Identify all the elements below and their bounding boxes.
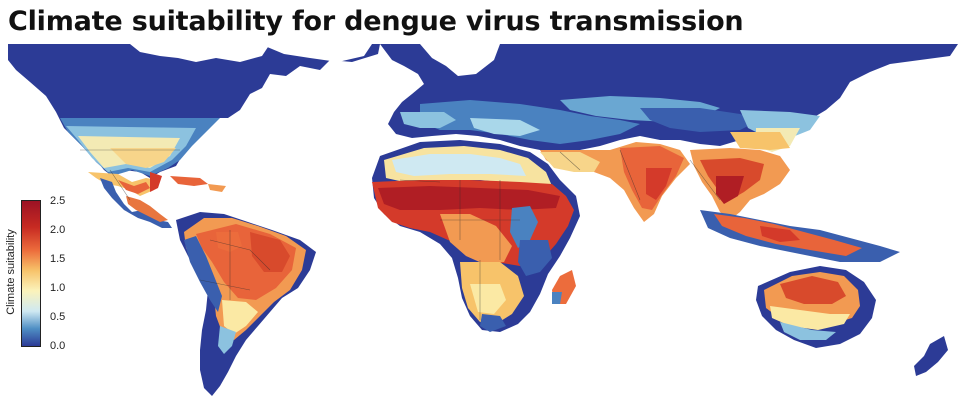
legend-tick-1-5: 1.5 <box>50 253 66 265</box>
map-title: Climate suitability for dengue virus tra… <box>8 6 744 37</box>
legend-tick-2-5: 2.5 <box>50 195 66 207</box>
legend-colorbar <box>21 200 41 347</box>
africa-region <box>372 140 580 332</box>
legend-tick-0-5: 0.5 <box>50 311 66 323</box>
legend-tick-1-0: 1.0 <box>50 282 66 294</box>
oceania-region <box>700 210 948 376</box>
world-suitability-map <box>8 44 958 396</box>
color-legend: Climate suitability 2.5 2.0 1.5 1.0 0.5 … <box>0 196 80 356</box>
legend-tick-0-0: 0.0 <box>50 340 66 352</box>
north-america-region <box>8 44 380 228</box>
legend-tick-2-0: 2.0 <box>50 224 66 236</box>
legend-axis-label: Climate suitability <box>5 229 17 315</box>
country-borders <box>80 149 721 320</box>
south-america-region <box>176 212 316 396</box>
eurasia-region <box>380 44 958 154</box>
south-asia-region <box>540 132 790 222</box>
